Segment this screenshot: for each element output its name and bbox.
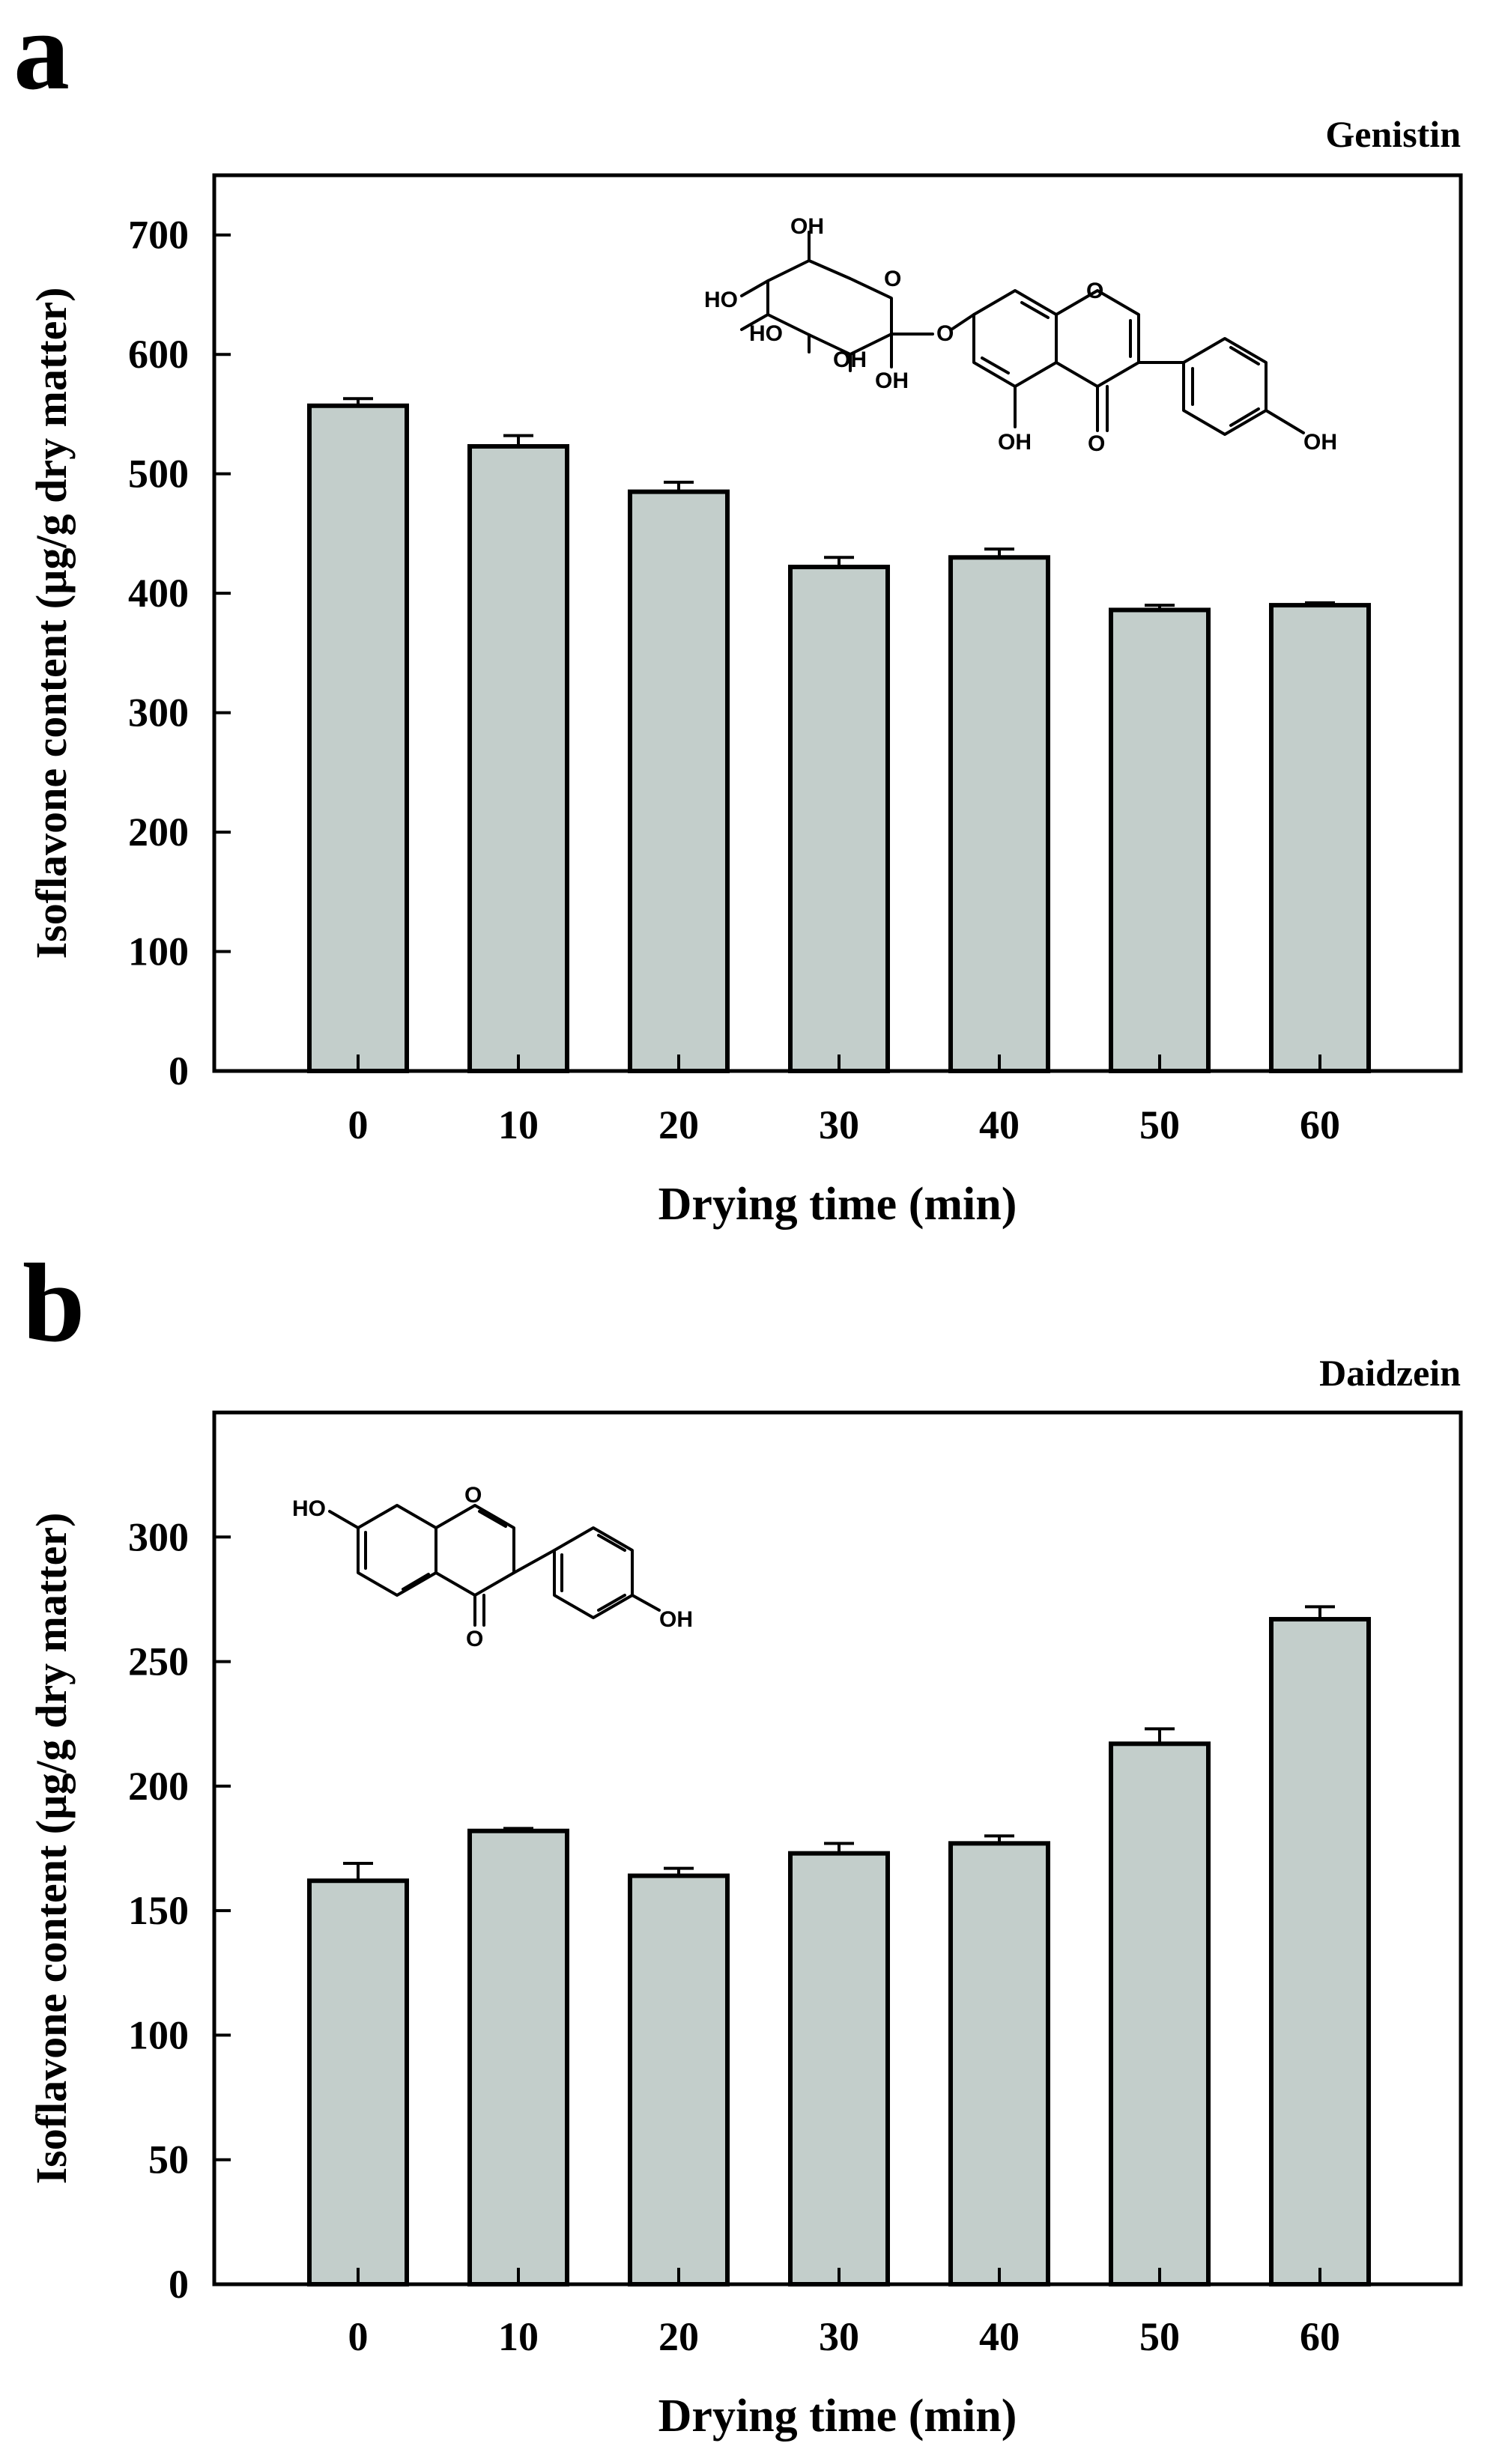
x-tick-label: 40 — [979, 2314, 1020, 2359]
bar — [948, 555, 1050, 1073]
mol-label: OH — [998, 430, 1032, 455]
bar — [1109, 1741, 1211, 2287]
x-tick-label: 20 — [658, 1102, 699, 1147]
y-axis-title-b: Isoflavone content (µg/g dry matter) — [27, 1513, 76, 2185]
y-tick-label: 0 — [169, 1049, 189, 1093]
bars-b — [307, 1617, 1371, 2287]
x-tick-label: 0 — [348, 2314, 369, 2359]
y-tick-label: 50 — [148, 2137, 189, 2182]
chart-title-b: Daidzein — [1319, 1352, 1461, 1394]
y-tick-label: 0 — [169, 2262, 189, 2307]
bar — [307, 1878, 409, 2287]
y-tick-label: 200 — [128, 1764, 189, 1809]
x-tick-label: 10 — [498, 1102, 539, 1147]
bar — [948, 1841, 1050, 2287]
x-tick-label: 20 — [658, 2314, 699, 2359]
y-tick-label: 500 — [128, 452, 189, 497]
bar — [628, 489, 730, 1073]
y-tick-label: 700 — [128, 213, 189, 258]
y-tick-label: 300 — [128, 691, 189, 735]
x-tick-label: 50 — [1139, 1102, 1180, 1147]
bring — [553, 1526, 634, 1619]
chart-title-a: Genistin — [1325, 113, 1461, 155]
y-tick-label: 400 — [128, 571, 189, 616]
y-axis-b: 0 50 100 150 200 250 300 — [128, 1514, 231, 2307]
bar — [788, 565, 890, 1073]
y-tick-label: 250 — [128, 1639, 189, 1684]
panel-b: b Daidzein 0 50 100 150 200 250 300 0 10 20 30 40 5… — [22, 1241, 1463, 2442]
mol-label: OH — [659, 1607, 693, 1632]
bar — [628, 1873, 730, 2287]
y-axis-a: 0 100 200 300 400 500 600 700 — [128, 213, 231, 1093]
x-tick-label: 60 — [1300, 2314, 1340, 2359]
y-tick-label: 100 — [128, 929, 189, 974]
mol-label: O — [936, 321, 954, 346]
mol-label: OH — [875, 368, 909, 393]
mol-label: HO — [749, 321, 783, 346]
bring — [1182, 337, 1268, 436]
mol-label: O — [1088, 431, 1105, 456]
y-tick-label: 100 — [128, 2012, 189, 2057]
mol-label: O — [464, 1483, 482, 1508]
genistin-structure: OH HO HO O OH OH O O OH O OH — [704, 214, 1337, 456]
x-tick-label: 30 — [819, 1102, 859, 1147]
mol-label: HO — [704, 288, 738, 312]
x-tick-label: 40 — [979, 1102, 1020, 1147]
mol-label: OH — [790, 214, 824, 239]
x-axis-a: 0 10 20 30 40 50 60 — [348, 1055, 1340, 1147]
bar — [1269, 603, 1371, 1073]
x-tick-label: 30 — [819, 2314, 859, 2359]
bar — [788, 1851, 890, 2287]
daidzein-structure: HO O O OH — [292, 1483, 693, 1651]
mol-label: OH — [1303, 430, 1337, 455]
y-tick-label: 300 — [128, 1514, 189, 1559]
mol-label: HO — [292, 1496, 326, 1521]
glucose-ring — [766, 259, 893, 356]
cring — [1055, 289, 1140, 388]
panel-label-a: a — [13, 0, 70, 113]
error-bars-a — [343, 397, 1335, 610]
mol-label: OH — [833, 348, 867, 372]
x-axis-b: 0 10 20 30 40 50 60 — [348, 2268, 1340, 2359]
error-bars-b — [343, 1605, 1335, 1881]
y-tick-label: 150 — [128, 1888, 189, 1933]
bars-a — [307, 403, 1371, 1073]
x-tick-label: 10 — [498, 2314, 539, 2359]
x-axis-title-b: Drying time (min) — [658, 2391, 1017, 2442]
mol-label: O — [466, 1627, 483, 1651]
mol-label: O — [1086, 279, 1103, 303]
y-tick-label: 600 — [128, 332, 189, 377]
bar — [467, 443, 569, 1073]
bar — [1109, 607, 1211, 1073]
panel-a: a Genistin 0 100 200 300 400 500 600 700 0 10 20 3… — [13, 0, 1463, 1230]
panel-label-b: b — [22, 1241, 85, 1365]
aring — [972, 289, 1058, 388]
bar — [1269, 1617, 1371, 2287]
x-tick-label: 0 — [348, 1102, 369, 1147]
bar — [307, 403, 409, 1073]
y-axis-title-a: Isoflavone content (µg/g dry matter) — [27, 288, 76, 959]
bar — [467, 1828, 569, 2287]
mol-label: O — [884, 267, 901, 291]
y-tick-label: 200 — [128, 810, 189, 855]
aring — [357, 1504, 437, 1597]
x-tick-label: 60 — [1300, 1102, 1340, 1147]
x-axis-title-a: Drying time (min) — [658, 1179, 1017, 1230]
x-tick-label: 50 — [1139, 2314, 1180, 2359]
cring — [434, 1504, 515, 1597]
